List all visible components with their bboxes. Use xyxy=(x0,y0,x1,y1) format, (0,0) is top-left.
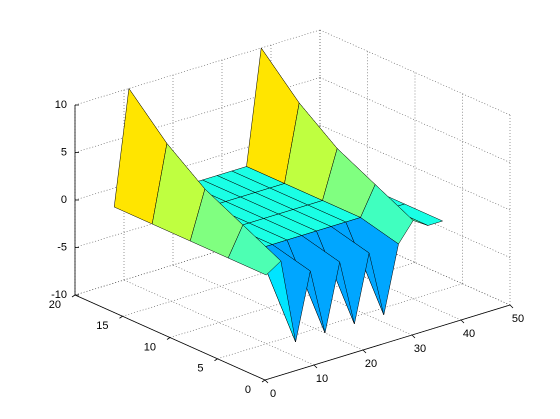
z-tick-label: 10 xyxy=(55,99,67,111)
y-tick-label: 0 xyxy=(245,384,251,396)
z-tick-label: 0 xyxy=(61,194,67,206)
x-tick-label: 10 xyxy=(316,373,328,385)
x-tick xyxy=(313,364,318,369)
y-tick xyxy=(71,294,76,298)
grid-line xyxy=(319,77,511,163)
x-tick xyxy=(264,379,269,384)
y-tick xyxy=(261,379,266,383)
surface-face xyxy=(227,224,282,276)
z-tick-label: 5 xyxy=(61,146,67,158)
x-tick xyxy=(509,304,514,309)
x-tick-label: 20 xyxy=(365,358,377,370)
x-axis xyxy=(264,304,511,381)
y-tick xyxy=(119,315,123,319)
y-tick-label: 15 xyxy=(96,320,108,332)
z-tick-label: -10 xyxy=(51,289,67,301)
x-tick xyxy=(362,349,367,354)
y-tick xyxy=(166,337,171,340)
x-tick-label: 30 xyxy=(414,343,426,355)
y-tick-label: 5 xyxy=(197,363,203,375)
y-tick-label: 20 xyxy=(49,299,61,311)
x-tick-label: 0 xyxy=(270,388,276,400)
x-tick xyxy=(460,319,465,324)
x-tick-label: 50 xyxy=(512,313,524,325)
grid-line xyxy=(217,283,463,360)
y-tick xyxy=(214,358,218,362)
x-tick xyxy=(411,334,416,339)
grid-line xyxy=(74,29,321,106)
y-tick-label: 10 xyxy=(144,341,156,353)
x-tick-label: 40 xyxy=(463,328,475,340)
z-tick-label: -5 xyxy=(57,241,67,253)
